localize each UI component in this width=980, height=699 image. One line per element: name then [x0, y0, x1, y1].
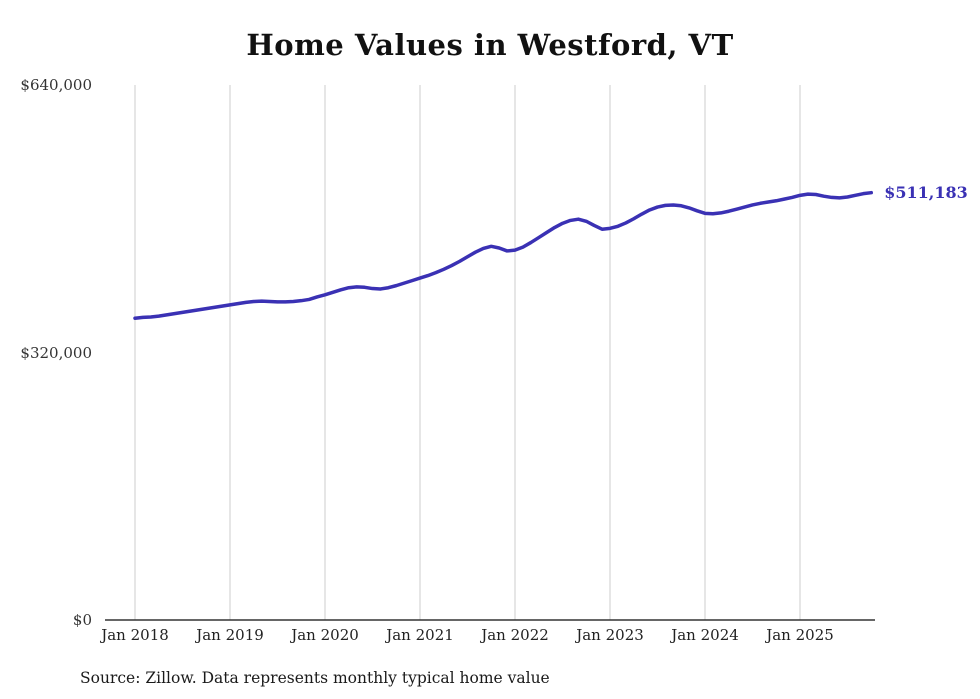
x-axis-tick-label: Jan 2018 [101, 626, 169, 644]
x-axis-tick-label: Jan 2021 [386, 626, 454, 644]
x-axis-tick-label: Jan 2020 [291, 626, 359, 644]
x-axis-tick-label: Jan 2024 [671, 626, 739, 644]
chart-title: Home Values in Westford, VT [246, 28, 734, 62]
x-axis-tick-label: Jan 2023 [576, 626, 644, 644]
y-axis-tick-label: $640,000 [20, 76, 92, 94]
y-axis-tick-label: $320,000 [20, 343, 92, 362]
source-note: Source: Zillow. Data represents monthly … [80, 669, 550, 687]
y-axis-tick-label: $0 [72, 611, 92, 629]
x-axis-tick-label: Jan 2025 [766, 626, 834, 644]
home-value-line [133, 190, 873, 320]
latest-value-label: $511,183 [884, 182, 968, 202]
x-axis-tick-label: Jan 2019 [196, 626, 264, 644]
x-axis-tick-label: Jan 2022 [481, 626, 549, 644]
